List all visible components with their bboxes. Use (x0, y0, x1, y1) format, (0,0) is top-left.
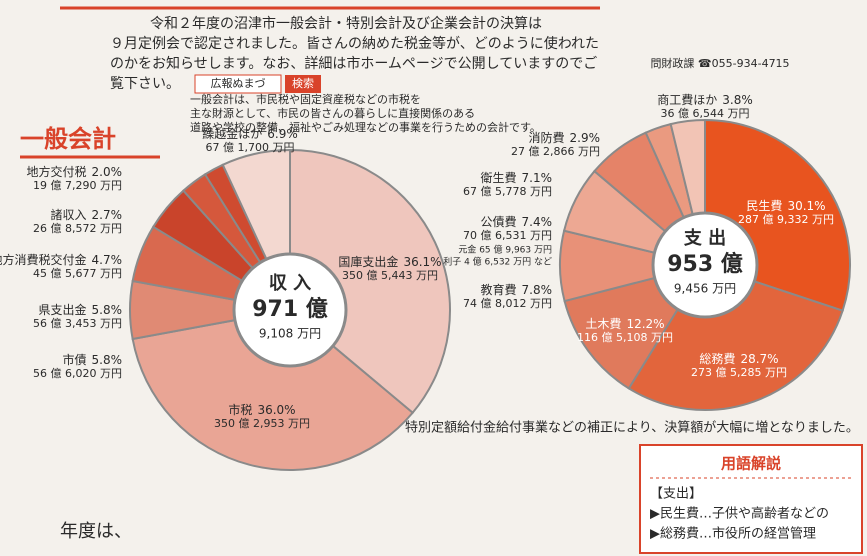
slice-label: 教育費 7.8% (480, 282, 552, 297)
category-name: 民生費 (746, 198, 782, 213)
slice-label: 市税 36.0% (228, 402, 295, 417)
category-name: 商工費ほか (657, 92, 717, 107)
value-label: 2.7% (92, 208, 123, 222)
value-label: 5.8% (92, 353, 123, 367)
center-disc (232, 252, 348, 368)
slice-label: 国庫支出金 36.1% (338, 254, 441, 269)
center-label: 9,108 万円 (259, 327, 321, 341)
amount-label: 56 億 3,453 万円 (33, 317, 122, 330)
category-name: 県支出金 (38, 302, 86, 317)
value-label: 7.4% (522, 215, 553, 229)
value-label: 4.7% (92, 253, 123, 267)
search-box-text: 広報ぬまづ (211, 77, 266, 90)
amount-label: 350 億 5,443 万円 (342, 269, 438, 282)
contact: 問財政課 ☎055-934-4715 (650, 56, 789, 70)
category-name: 繰越金ほか (202, 126, 262, 141)
amount-label: 26 億 8,572 万円 (33, 222, 122, 235)
center-label: 支 出 (683, 227, 726, 249)
slice-label: 県支出金 5.8% (38, 302, 122, 317)
amount-label: 273 億 5,285 万円 (691, 366, 787, 379)
annotation: 元金 65 億 9,963 万円 (458, 244, 552, 256)
category-name: 教育費 (480, 282, 516, 297)
header-line: 令和２年度の沼津市一般会計・特別会計及び企業会計の決算は (150, 15, 542, 32)
value-label: 30.1% (787, 199, 825, 213)
amount-label: 350 億 2,953 万円 (214, 417, 310, 430)
value-label: 3.8% (722, 93, 753, 107)
slice-label: 地方交付税 2.0% (26, 164, 122, 179)
slice-label: 地方消費税交付金 4.7% (0, 252, 122, 267)
description-line: 道路や学校の整備、福祉やごみ処理などの事業を行うための会計です。 (190, 120, 541, 134)
search-button[interactable] (285, 75, 321, 93)
slice-label: 民生費 30.1% (746, 198, 825, 213)
center-label: 収 入 (269, 273, 311, 294)
category-name: 地方交付税 (26, 164, 86, 179)
amount-label: 27 億 2,866 万円 (511, 145, 600, 158)
description-line: 主な財源として、市民の皆さんの暮らしに直接関係のある (190, 106, 475, 120)
center-label: 953 億 (667, 251, 743, 277)
amount-label: 74 億 8,012 万円 (463, 297, 552, 310)
search-button-text: 検索 (292, 76, 314, 90)
header-line: 覧下さい。 (110, 75, 180, 92)
amount-label: 67 億 5,778 万円 (463, 185, 552, 198)
value-label: 5.8% (92, 303, 123, 317)
header-line: ９月定例会で認定されました。皆さんの納めた税金等が、どのように使われた (110, 35, 599, 52)
slice-label: 消防費 2.9% (528, 130, 600, 145)
category-name: 公債費 (480, 214, 516, 229)
value-label: 2.0% (92, 165, 123, 179)
category-name: 市債 (62, 352, 86, 367)
glossary-line: 【支出】 (650, 487, 702, 502)
slice-label: 諸収入 2.7% (50, 207, 122, 222)
note: 特別定額給付金給付事業などの補正により、決算額が大幅に増となりました。 (405, 420, 859, 436)
header-line: のかをお知らせします。なお、詳細は市ホームページで公開していますのでご (110, 55, 597, 72)
description-line: 一般会計は、市民税や固定資産税などの市税を (190, 92, 421, 106)
glossary-title: 用語解説 (721, 455, 781, 473)
amount-label: 70 億 6,531 万円 (463, 229, 552, 242)
slice-label: 衛生費 7.1% (480, 170, 552, 185)
glossary-line: ▶民生費…子供や高齢者などの (650, 506, 829, 522)
amount-label: 36 億 6,544 万円 (661, 107, 750, 120)
center-disc (651, 211, 759, 319)
glossary-box (639, 444, 863, 554)
category-name: 国庫支出金 (338, 254, 398, 269)
slice-label: 市債 5.8% (62, 352, 122, 367)
amount-label: 56 億 6,020 万円 (33, 367, 122, 380)
amount-label: 67 億 1,700 万円 (206, 141, 295, 154)
category-name: 総務費 (699, 351, 735, 366)
value-label: 7.8% (522, 283, 553, 297)
amount-label: 287 億 9,332 万円 (738, 213, 834, 226)
glossary-line: ▶総務費…市役所の経営管理 (650, 526, 816, 542)
category-name: 市税 (228, 402, 252, 417)
center-label: 971 億 (252, 296, 328, 322)
annotation: 利子 4 億 6,532 万円 など (443, 256, 552, 268)
section-title: 一般会計 (20, 125, 116, 153)
search-box[interactable] (194, 74, 282, 94)
value-label: 6.9% (267, 127, 298, 141)
value-label: 2.9% (570, 131, 601, 145)
center-label: 9,456 万円 (674, 282, 736, 296)
slice-label: 商工費ほか 3.8% (657, 92, 753, 107)
slice-label: 公債費 7.4% (480, 214, 552, 229)
category-name: 消防費 (528, 130, 564, 145)
value-label: 7.1% (522, 171, 553, 185)
slice-label: 土木費 12.2% (585, 316, 664, 331)
amount-label: 116 億 5,108 万円 (577, 331, 673, 344)
slice-label: 繰越金ほか 6.9% (202, 126, 298, 141)
value-label: 12.2% (626, 317, 664, 331)
value-label: 28.7% (740, 352, 778, 366)
category-name: 衛生費 (480, 170, 516, 185)
value-label: 36.0% (257, 403, 295, 417)
value-label: 36.1% (403, 255, 441, 269)
amount-label: 19 億 7,290 万円 (33, 179, 122, 192)
category-name: 地方消費税交付金 (0, 252, 87, 267)
slice-label: 総務費 28.7% (699, 351, 778, 366)
footer-fragment: 年度は、 (60, 521, 132, 542)
category-name: 土木費 (585, 316, 621, 331)
amount-label: 45 億 5,677 万円 (33, 267, 122, 280)
category-name: 諸収入 (50, 207, 86, 222)
